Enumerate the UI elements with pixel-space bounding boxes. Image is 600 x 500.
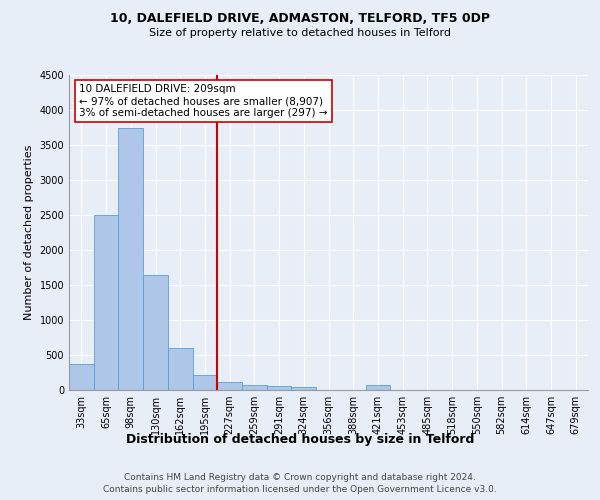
Bar bbox=[292, 386, 316, 390]
Bar bbox=[94, 215, 118, 390]
Bar bbox=[267, 386, 292, 390]
Bar bbox=[69, 364, 94, 390]
Text: 10, DALEFIELD DRIVE, ADMASTON, TELFORD, TF5 0DP: 10, DALEFIELD DRIVE, ADMASTON, TELFORD, … bbox=[110, 12, 490, 26]
Text: Size of property relative to detached houses in Telford: Size of property relative to detached ho… bbox=[149, 28, 451, 38]
Text: 10 DALEFIELD DRIVE: 209sqm
← 97% of detached houses are smaller (8,907)
3% of se: 10 DALEFIELD DRIVE: 209sqm ← 97% of deta… bbox=[79, 84, 328, 117]
Bar bbox=[242, 385, 267, 390]
Text: Contains HM Land Registry data © Crown copyright and database right 2024.
Contai: Contains HM Land Registry data © Crown c… bbox=[103, 472, 497, 494]
Bar bbox=[118, 128, 143, 390]
Y-axis label: Number of detached properties: Number of detached properties bbox=[24, 145, 34, 320]
Bar bbox=[143, 275, 168, 390]
Bar bbox=[168, 348, 193, 390]
Bar bbox=[193, 374, 217, 390]
Bar bbox=[217, 382, 242, 390]
Bar bbox=[365, 385, 390, 390]
Text: Distribution of detached houses by size in Telford: Distribution of detached houses by size … bbox=[126, 432, 474, 446]
